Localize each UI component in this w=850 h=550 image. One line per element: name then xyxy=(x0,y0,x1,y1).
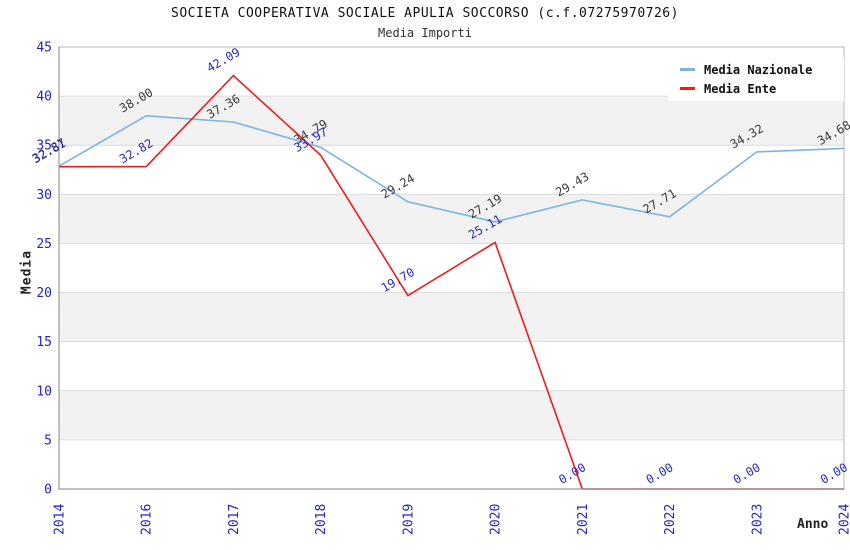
x-tick-label: 2024 xyxy=(838,504,850,535)
y-tick-label: 35 xyxy=(36,139,52,154)
plot-band xyxy=(59,341,844,391)
series-line-media-nazionale xyxy=(58,114,845,223)
y-tick-label: 25 xyxy=(36,237,52,252)
x-tick-label: 2022 xyxy=(663,504,678,535)
legend-swatch-media-nazionale xyxy=(680,68,695,71)
y-tick-label: 40 xyxy=(36,90,52,105)
x-tick-label: 2020 xyxy=(489,504,504,535)
x-tick-label: 2021 xyxy=(576,504,591,535)
legend: Media Nazionale Media Ente xyxy=(668,57,844,101)
legend-label-media-ente: Media Ente xyxy=(704,81,777,96)
plot-band xyxy=(59,96,844,146)
x-tick-label: 2019 xyxy=(401,504,416,535)
x-tick-label: 2023 xyxy=(750,504,765,535)
legend-item-media-ente: Media Ente xyxy=(668,82,844,96)
y-tick-label: 45 xyxy=(36,41,52,56)
plot-band xyxy=(59,439,844,489)
x-axis-label: Anno xyxy=(797,517,829,532)
y-tick-label: 5 xyxy=(44,433,52,448)
x-tick-label: 2014 xyxy=(53,504,68,535)
legend-item-media-nazionale: Media Nazionale xyxy=(668,63,844,77)
plot-band xyxy=(59,292,844,342)
x-tick-label: 2017 xyxy=(227,504,242,535)
legend-swatch-media-ente xyxy=(680,87,695,90)
y-tick-label: 0 xyxy=(44,483,52,498)
x-tick-label: 2018 xyxy=(314,504,329,535)
legend-label-media-nazionale: Media Nazionale xyxy=(704,62,813,77)
chart-subtitle: Media Importi xyxy=(378,26,472,40)
plot-band xyxy=(59,194,844,244)
page-title: SOCIETA COOPERATIVA SOCIALE APULIA SOCCO… xyxy=(171,6,679,21)
y-tick-label: 10 xyxy=(36,384,52,399)
plot-band xyxy=(59,145,844,195)
y-tick-label: 20 xyxy=(36,286,52,301)
y-tick-label: 15 xyxy=(36,335,52,350)
plot-band xyxy=(59,390,844,440)
y-tick-label: 30 xyxy=(36,188,52,203)
plot-band xyxy=(59,243,844,293)
x-tick-label: 2016 xyxy=(140,504,155,535)
y-axis-label: Media xyxy=(19,249,35,295)
